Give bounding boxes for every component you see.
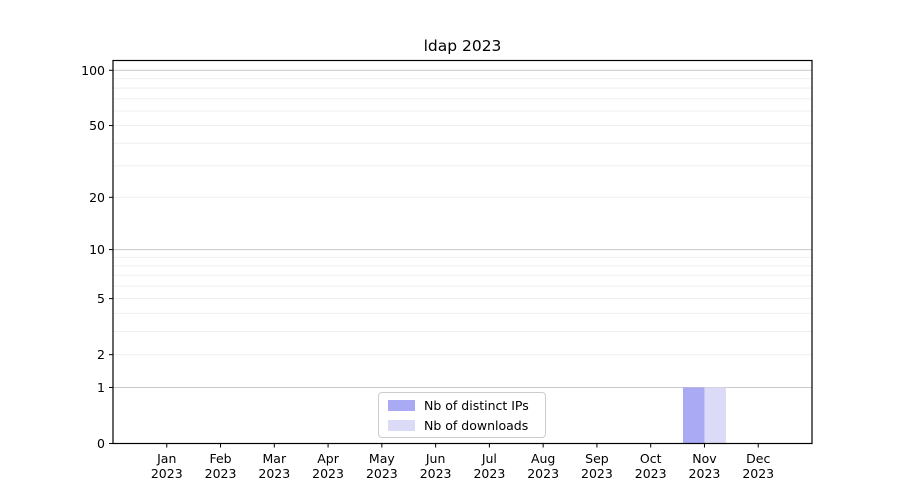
x-tick-label-year: 2023 [527, 466, 559, 481]
plot-border [112, 59, 813, 445]
bar-downloads[interactable] [704, 387, 726, 444]
x-tick-label-month: Mar [263, 451, 287, 466]
x-tick-label-year: 2023 [366, 466, 398, 481]
y-tick-label: 2 [97, 347, 105, 362]
x-tick-label-year: 2023 [689, 466, 721, 481]
x-tick-label-month: Oct [640, 451, 662, 466]
legend-swatch-distinct-ips [388, 399, 415, 411]
y-tick-label: 5 [97, 291, 105, 306]
x-tick-label-month: Jan [156, 451, 176, 466]
x-tick-label-year: 2023 [635, 466, 667, 481]
x-tick-label-month: Nov [692, 451, 717, 466]
x-tick-label-month: Jul [481, 451, 497, 466]
chart-title: ldap 2023 [423, 37, 502, 55]
x-tick-label-month: Jun [425, 451, 446, 466]
x-tick-label-year: 2023 [151, 466, 183, 481]
x-tick-label-month: Sep [585, 451, 609, 466]
legend-label-downloads: Nb of downloads [424, 417, 529, 433]
bar-distinct-ips[interactable] [682, 387, 705, 444]
y-tick-label: 20 [89, 190, 105, 205]
x-tick-label-year: 2023 [581, 466, 613, 481]
x-tick-label-year: 2023 [420, 466, 452, 481]
x-tick-label-month: Aug [531, 451, 555, 466]
y-tick-label: 0 [97, 436, 105, 451]
x-tick-label-month: Dec [746, 451, 770, 466]
x-tick-label-month: Apr [317, 451, 339, 466]
legend: Nb of distinct IPs Nb of downloads [378, 392, 546, 438]
x-tick-label-month: Feb [209, 451, 231, 466]
x-tick-label-year: 2023 [473, 466, 505, 481]
y-tick-label: 10 [89, 242, 105, 257]
legend-label-distinct-ips: Nb of distinct IPs [424, 397, 529, 413]
x-tick-label-month: May [369, 451, 395, 466]
legend-item-distinct-ips: Nb of distinct IPs [388, 397, 545, 413]
x-tick-label-year: 2023 [742, 466, 774, 481]
x-tick-label-year: 2023 [312, 466, 344, 481]
x-tick-label-year: 2023 [205, 466, 237, 481]
legend-item-downloads: Nb of downloads [388, 417, 545, 433]
y-tick-label: 100 [81, 63, 105, 78]
x-tick-label-year: 2023 [258, 466, 290, 481]
legend-swatch-downloads [388, 419, 415, 431]
y-tick-label: 50 [89, 118, 105, 133]
y-tick-label: 1 [97, 380, 105, 395]
